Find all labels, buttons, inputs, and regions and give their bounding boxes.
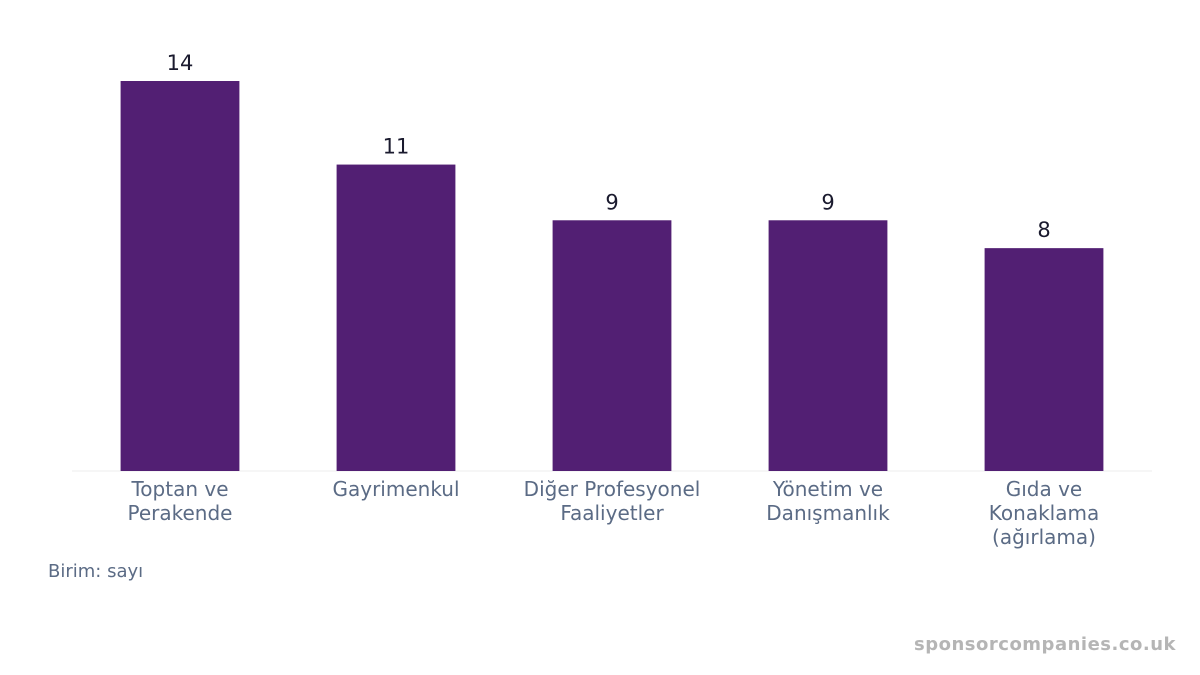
bar <box>336 164 456 472</box>
value-label: 9 <box>821 190 834 214</box>
bar <box>552 220 672 471</box>
bar <box>768 220 888 471</box>
x-tick-label: Gıda ve Konaklama (ağırlama) <box>988 477 1100 549</box>
footnote: Birim: sayı <box>48 561 144 582</box>
bar <box>120 81 240 471</box>
x-tick-label: Gayrimenkul <box>332 477 460 501</box>
x-tick-label: Yönetim ve Danışmanlık <box>766 477 890 525</box>
bar <box>984 248 1104 471</box>
value-label: 14 <box>167 51 194 75</box>
value-label: 9 <box>605 190 618 214</box>
value-label: 8 <box>1037 218 1050 242</box>
value-label: 11 <box>383 135 410 159</box>
x-tick-label: Diğer Profesyonel Faaliyetler <box>523 477 701 525</box>
x-tick-label: Toptan ve Perakende <box>127 477 233 525</box>
watermark: sponsorcompanies.co.uk <box>914 634 1176 655</box>
